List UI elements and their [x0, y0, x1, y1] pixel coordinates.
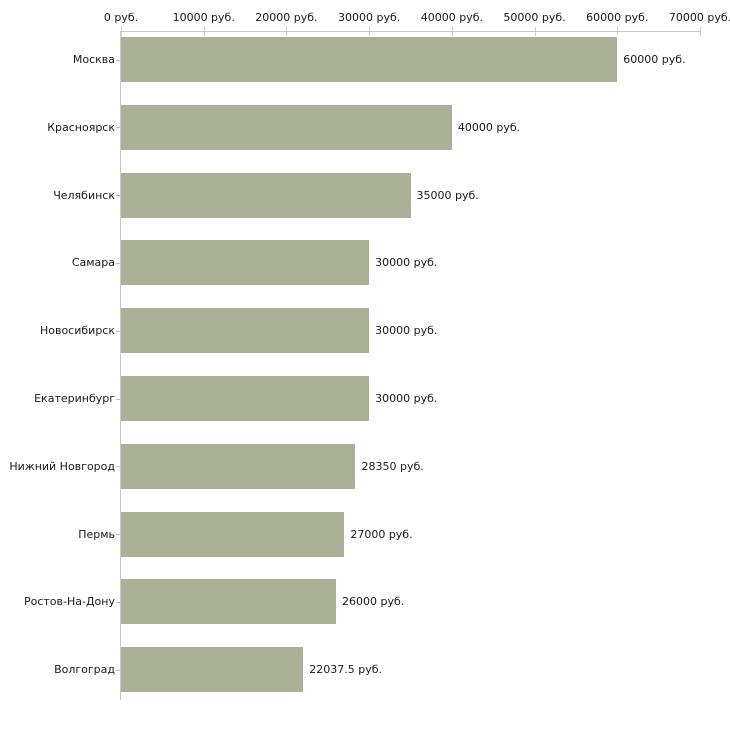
category-label: Екатеринбург [34, 392, 115, 405]
y-axis-tick [116, 195, 121, 197]
bar [121, 104, 452, 150]
y-axis-tick [116, 601, 121, 603]
y-axis-tick [116, 534, 121, 536]
category-label: Пермь [78, 527, 115, 541]
x-axis-tick-label: 20000 руб. [255, 11, 318, 24]
x-axis-tick-label: 50000 руб. [503, 11, 566, 24]
bar [121, 579, 337, 625]
category-label: Волгоград [54, 663, 115, 677]
bar [121, 443, 356, 489]
y-axis-tick [116, 59, 121, 61]
bar [121, 376, 370, 421]
bar [121, 647, 304, 693]
y-axis-tick [116, 669, 121, 671]
y-axis-tick [116, 398, 121, 400]
x-axis-tick-label: 70000 руб. [668, 11, 730, 24]
value-label: 40000 руб. [457, 120, 521, 134]
value-label: 22037.5 руб. [309, 663, 383, 677]
x-axis-tick-label: 60000 руб. [586, 11, 649, 24]
y-axis-tick [116, 466, 121, 468]
category-label: Ростов-На-Дону [23, 595, 115, 609]
y-axis-tick [116, 330, 121, 332]
category-label: Челябинск [53, 188, 115, 202]
y-axis-tick [116, 262, 121, 264]
value-label: 30000 руб. [375, 256, 438, 270]
category-label: Москва [72, 53, 115, 66]
x-axis-tick-label: 0 руб. [103, 11, 139, 24]
category-label: Самара [71, 256, 115, 270]
value-label: 30000 руб. [375, 324, 438, 338]
value-label: 26000 руб. [342, 595, 405, 609]
value-label: 28350 руб. [361, 459, 424, 473]
category-label: Новосибирск [39, 324, 115, 338]
value-label: 30000 руб. [375, 392, 438, 405]
x-axis-tick-label: 30000 руб. [338, 11, 401, 24]
bar [121, 172, 411, 218]
bar [121, 240, 370, 286]
y-axis-line [120, 31, 121, 700]
category-label: Красноярск [47, 120, 115, 134]
x-axis-tick-label: 10000 руб. [172, 11, 235, 24]
x-axis-tick-label: 40000 руб. [420, 11, 483, 24]
category-label: Нижний Новгород [9, 459, 115, 473]
value-label: 60000 руб. [623, 53, 686, 66]
x-axis-line [121, 31, 701, 32]
bar [121, 308, 370, 354]
value-label: 27000 руб. [350, 527, 413, 541]
y-axis-tick [116, 127, 121, 129]
bar [121, 37, 618, 82]
bar [121, 511, 345, 557]
value-label: 35000 руб. [416, 188, 479, 202]
